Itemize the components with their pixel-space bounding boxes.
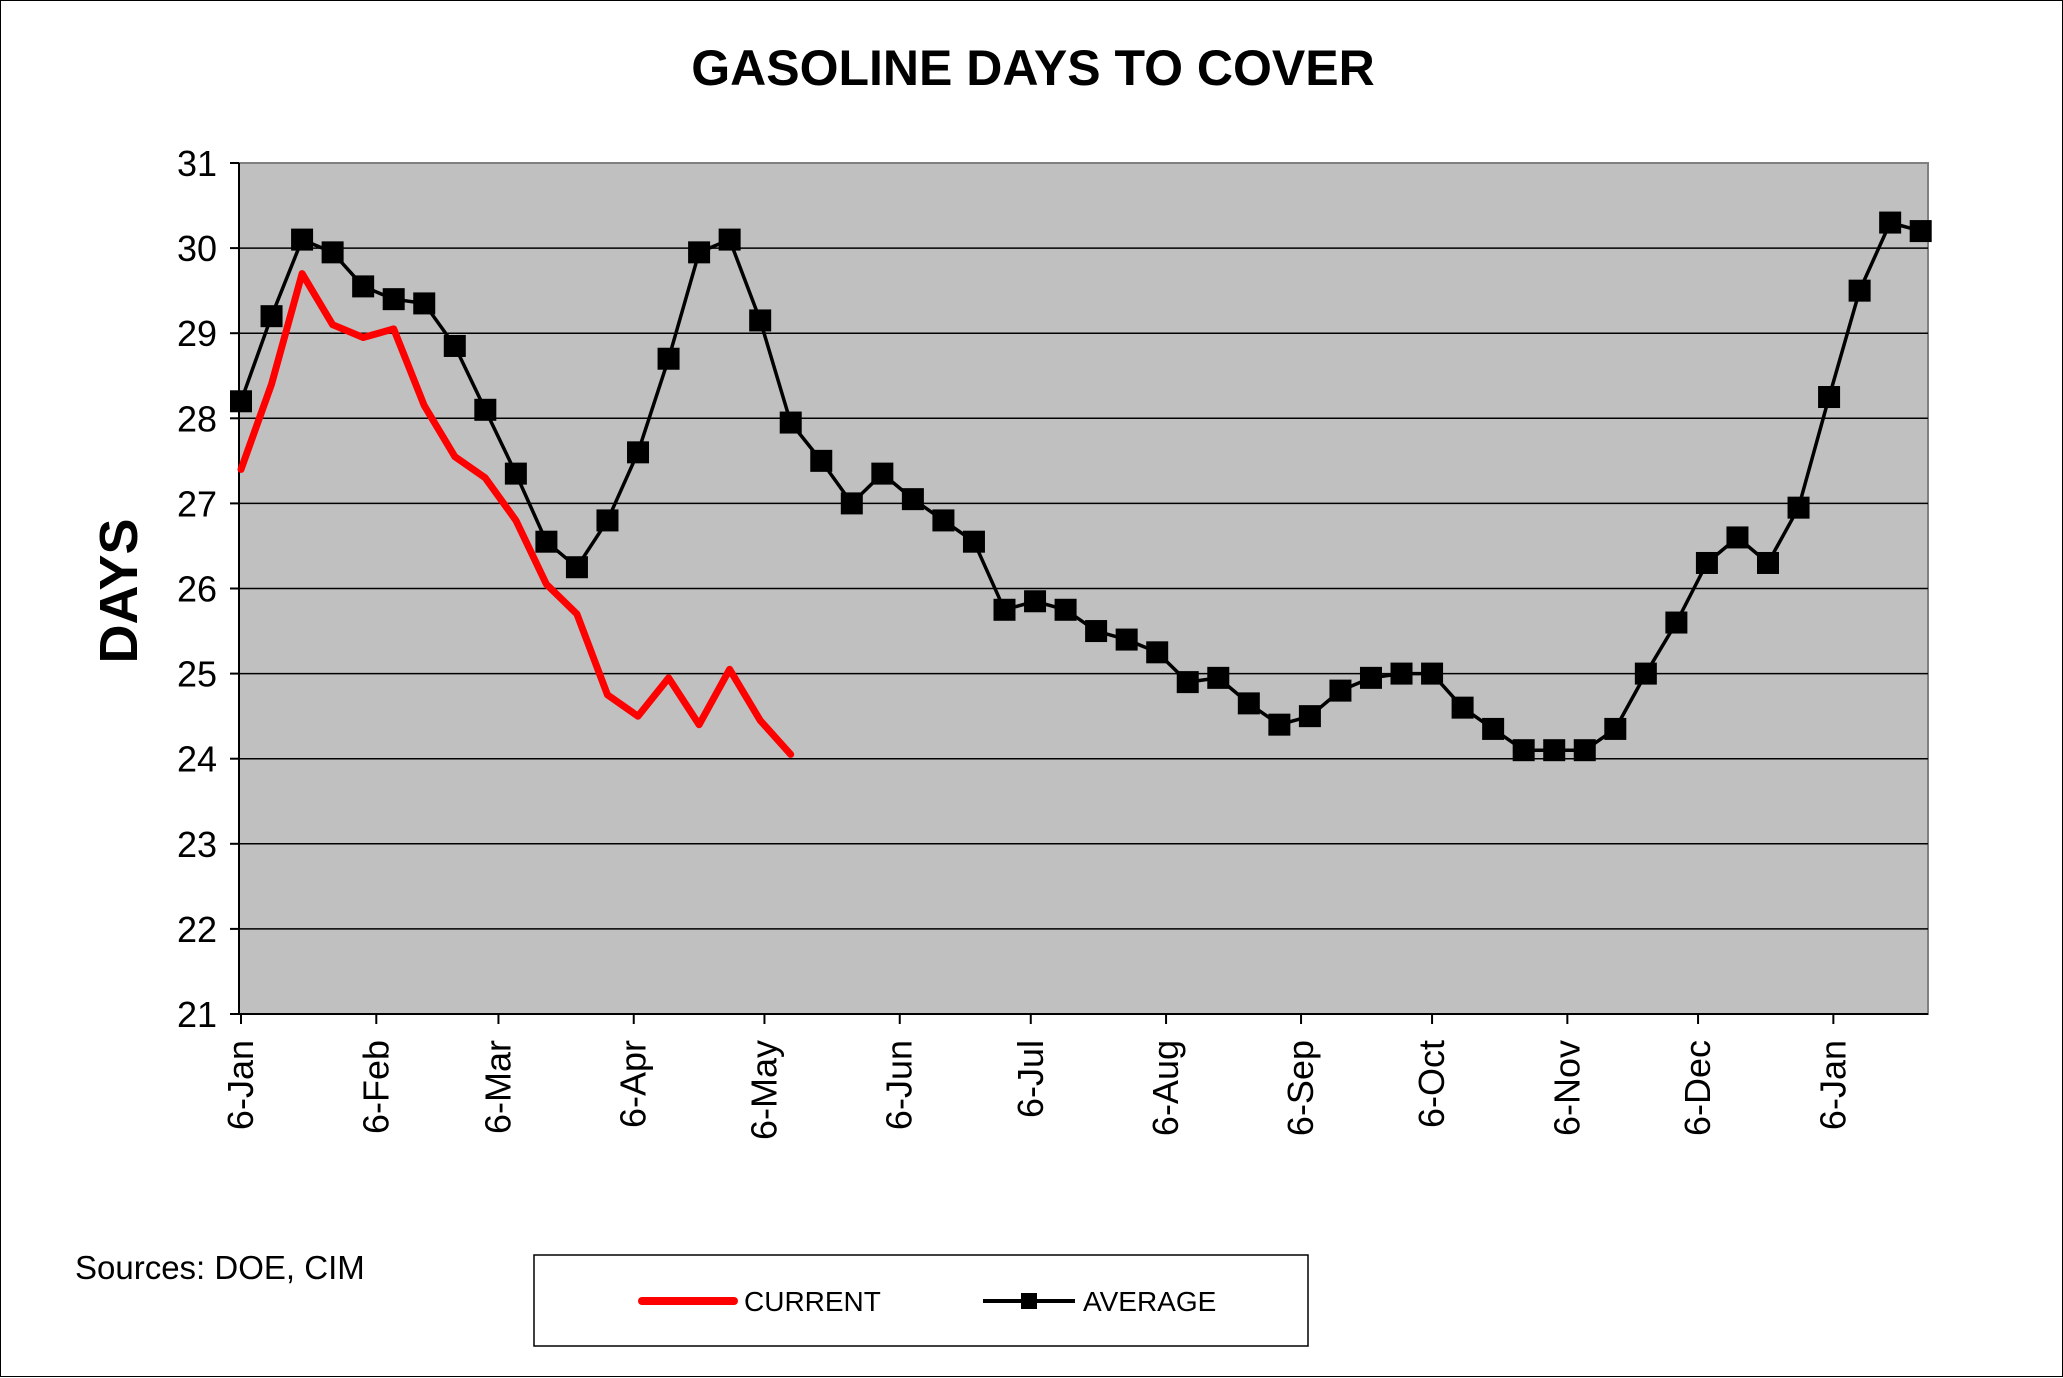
series-point-average-31 xyxy=(1176,671,1199,694)
sources-note: Sources: DOE, CIM xyxy=(75,1249,365,1286)
series-point-average-0 xyxy=(230,390,252,413)
series-point-average-21 xyxy=(871,462,894,485)
series-point-average-15 xyxy=(688,241,711,264)
series-point-average-8 xyxy=(474,398,497,421)
series-point-average-43 xyxy=(1543,739,1566,762)
series-point-average-12 xyxy=(596,509,619,532)
series-point-average-4 xyxy=(352,275,375,298)
series-point-average-27 xyxy=(1054,598,1077,621)
x-tick-label-9: 6-Oct xyxy=(1411,1040,1452,1128)
y-tick-label-25: 25 xyxy=(177,654,217,695)
series-point-average-55 xyxy=(1909,220,1932,243)
series-point-average-50 xyxy=(1757,551,1779,574)
series-point-average-11 xyxy=(565,556,588,579)
series-point-average-14 xyxy=(657,347,680,370)
x-tick-label-6: 6-Jul xyxy=(1010,1040,1051,1118)
series-point-average-42 xyxy=(1512,739,1535,762)
series-point-average-46 xyxy=(1634,662,1657,685)
y-tick-label-31: 31 xyxy=(177,143,217,184)
legend-average-label: AVERAGE xyxy=(1083,1286,1216,1317)
y-tick-label-30: 30 xyxy=(177,228,217,269)
series-point-average-47 xyxy=(1665,611,1688,634)
series-point-average-40 xyxy=(1451,696,1474,719)
series-point-average-16 xyxy=(718,228,741,251)
series-point-average-41 xyxy=(1482,717,1505,740)
series-point-average-5 xyxy=(382,288,405,311)
x-tick-label-7: 6-Aug xyxy=(1145,1040,1186,1136)
series-point-average-2 xyxy=(291,228,314,251)
series-point-average-49 xyxy=(1726,526,1749,549)
y-tick-label-29: 29 xyxy=(177,313,217,354)
series-point-average-26 xyxy=(1024,590,1047,613)
y-axis-label: DAYS xyxy=(89,518,149,663)
series-point-average-36 xyxy=(1329,679,1352,702)
y-tick-label-24: 24 xyxy=(177,739,217,780)
series-point-average-54 xyxy=(1879,211,1902,234)
series-point-average-45 xyxy=(1604,717,1627,740)
legend-box xyxy=(533,1254,1309,1347)
y-tick-label-21: 21 xyxy=(177,994,217,1035)
series-point-average-9 xyxy=(504,462,527,485)
y-tick-label-22: 22 xyxy=(177,909,217,950)
grid-lines xyxy=(239,247,1928,930)
axes xyxy=(230,162,1928,1024)
series-point-average-32 xyxy=(1207,666,1230,689)
series-layer xyxy=(230,211,1932,762)
x-tick-label-0: 6-Jan xyxy=(220,1040,261,1130)
x-tick-label-2: 6-Mar xyxy=(477,1040,518,1134)
series-point-average-52 xyxy=(1818,386,1841,409)
legend-average-marker xyxy=(1021,1293,1037,1309)
y-tick-labels: 21 22 23 24 25 26 27 28 29 30 31 xyxy=(177,143,217,1035)
series-point-average-18 xyxy=(779,411,802,434)
x-tick-label-12: 6-Jan xyxy=(1812,1040,1853,1130)
series-point-average-25 xyxy=(993,598,1016,621)
x-tick-label-1: 6-Feb xyxy=(355,1040,396,1134)
series-point-average-1 xyxy=(260,305,283,328)
series-point-average-22 xyxy=(901,488,924,511)
series-point-average-28 xyxy=(1085,620,1108,643)
series-point-average-38 xyxy=(1390,662,1413,685)
series-point-average-17 xyxy=(749,309,772,332)
series-point-average-23 xyxy=(932,509,955,532)
series-point-average-34 xyxy=(1268,713,1291,736)
y-tick-label-26: 26 xyxy=(177,569,217,610)
x-tick-label-8: 6-Sep xyxy=(1280,1040,1321,1136)
series-point-average-3 xyxy=(321,241,344,264)
series-point-average-33 xyxy=(1237,692,1260,715)
x-tick-label-10: 6-Nov xyxy=(1546,1040,1587,1136)
legend-current-label: CURRENT xyxy=(744,1286,881,1317)
series-point-average-35 xyxy=(1298,705,1321,728)
series-point-average-44 xyxy=(1573,739,1596,762)
y-tick-label-23: 23 xyxy=(177,824,217,865)
series-point-average-48 xyxy=(1695,551,1718,574)
series-line-current xyxy=(237,270,795,758)
series-point-average-29 xyxy=(1115,628,1138,651)
y-tick-label-27: 27 xyxy=(177,483,217,524)
x-tick-label-3: 6-Apr xyxy=(613,1040,654,1128)
x-tick-labels: 6-Jan 6-Feb 6-Mar 6-Apr 6-May 6-Jun 6-Jul 6-Aug… xyxy=(220,1040,1853,1140)
series-point-average-7 xyxy=(443,334,466,357)
series-point-average-30 xyxy=(1146,641,1169,664)
x-tick-label-4: 6-May xyxy=(743,1040,784,1140)
series-point-average-51 xyxy=(1787,496,1810,519)
chart-title: GASOLINE DAYS TO COVER xyxy=(691,40,1374,96)
series-point-average-19 xyxy=(810,449,833,472)
series-point-average-10 xyxy=(535,530,558,553)
x-tick-label-11: 6-Dec xyxy=(1677,1040,1718,1136)
series-point-average-13 xyxy=(627,441,650,464)
series-point-average-24 xyxy=(962,530,985,553)
series-point-average-39 xyxy=(1421,662,1444,685)
series-point-average-37 xyxy=(1359,666,1382,689)
series-point-average-53 xyxy=(1848,279,1871,302)
x-tick-label-5: 6-Jun xyxy=(879,1040,920,1130)
series-point-average-20 xyxy=(840,492,863,515)
series-point-average-6 xyxy=(413,292,436,315)
y-tick-label-28: 28 xyxy=(177,398,217,439)
legend: CURRENT AVERAGE xyxy=(533,1254,1309,1347)
